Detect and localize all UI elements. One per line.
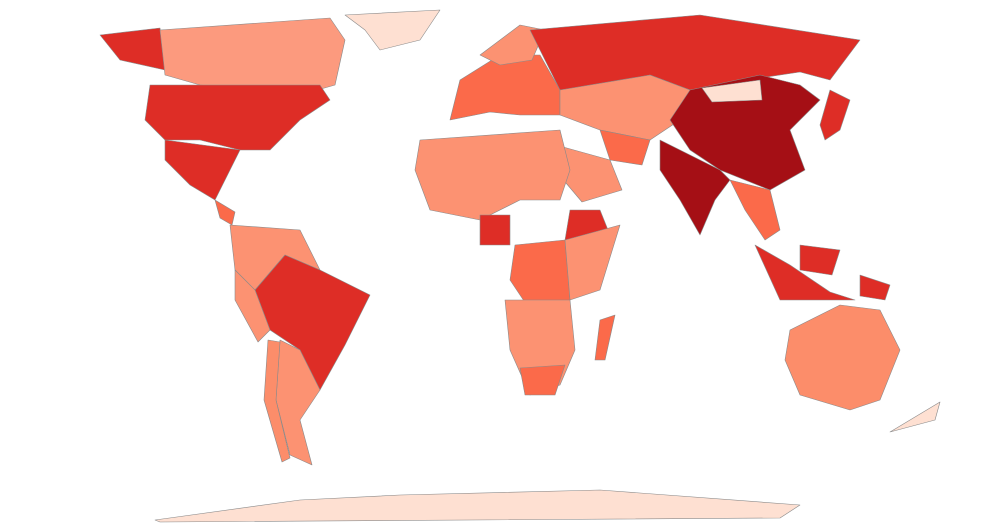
region bbox=[819, 89, 851, 141]
region bbox=[164, 139, 241, 201]
region bbox=[263, 339, 291, 463]
region bbox=[159, 17, 346, 96]
region bbox=[144, 84, 331, 151]
region bbox=[99, 27, 166, 71]
region bbox=[559, 74, 691, 141]
region bbox=[234, 269, 271, 343]
region bbox=[519, 364, 566, 396]
region bbox=[344, 9, 441, 51]
region bbox=[701, 79, 763, 103]
region bbox=[859, 274, 891, 301]
region bbox=[564, 224, 621, 301]
region bbox=[154, 489, 801, 523]
region bbox=[784, 304, 901, 411]
region bbox=[599, 129, 651, 166]
region bbox=[669, 74, 821, 191]
region bbox=[659, 139, 731, 236]
region bbox=[509, 239, 571, 311]
region bbox=[414, 129, 571, 221]
region bbox=[214, 199, 236, 226]
region bbox=[889, 401, 941, 433]
region bbox=[754, 244, 856, 301]
region bbox=[529, 14, 861, 91]
region bbox=[254, 254, 371, 391]
region bbox=[479, 214, 511, 246]
region bbox=[799, 244, 841, 276]
region bbox=[449, 54, 561, 121]
region bbox=[594, 314, 616, 361]
region bbox=[729, 179, 781, 241]
